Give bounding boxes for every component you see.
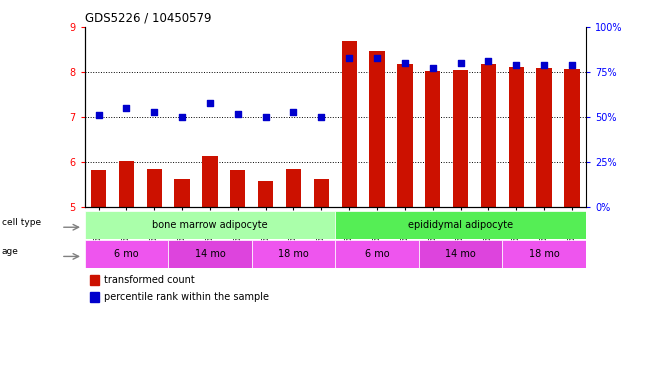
Bar bbox=[564, 69, 579, 207]
Text: 14 mo: 14 mo bbox=[445, 249, 476, 259]
Bar bbox=[85, 240, 168, 268]
Text: bone marrow adipocyte: bone marrow adipocyte bbox=[152, 220, 268, 230]
Bar bbox=[230, 170, 245, 207]
Bar bbox=[335, 240, 419, 268]
Text: 18 mo: 18 mo bbox=[278, 249, 309, 259]
Text: 18 mo: 18 mo bbox=[529, 249, 559, 259]
Point bbox=[428, 65, 438, 71]
Bar bbox=[118, 161, 134, 207]
Point bbox=[177, 114, 187, 120]
Bar bbox=[481, 64, 496, 207]
Point bbox=[121, 105, 132, 111]
Point bbox=[260, 114, 271, 120]
Text: age: age bbox=[2, 247, 19, 256]
Bar bbox=[397, 64, 413, 207]
Point bbox=[344, 55, 354, 61]
Bar bbox=[453, 70, 468, 207]
Text: percentile rank within the sample: percentile rank within the sample bbox=[104, 292, 269, 302]
Text: GDS5226 / 10450579: GDS5226 / 10450579 bbox=[85, 12, 211, 25]
Point bbox=[372, 55, 382, 61]
Bar bbox=[425, 71, 440, 207]
Bar bbox=[202, 156, 217, 207]
Point bbox=[288, 109, 299, 115]
Bar bbox=[258, 181, 273, 207]
Bar bbox=[369, 51, 385, 207]
Bar bbox=[314, 179, 329, 207]
Point bbox=[149, 109, 159, 115]
Text: cell type: cell type bbox=[2, 218, 41, 227]
Point bbox=[483, 58, 493, 64]
Bar bbox=[252, 240, 335, 268]
Text: 14 mo: 14 mo bbox=[195, 249, 225, 259]
Bar bbox=[174, 179, 189, 207]
Point bbox=[456, 60, 466, 66]
Point bbox=[204, 99, 215, 106]
Bar bbox=[85, 211, 335, 239]
Text: epididymal adipocyte: epididymal adipocyte bbox=[408, 220, 513, 230]
Point bbox=[539, 62, 549, 68]
Text: 6 mo: 6 mo bbox=[114, 249, 139, 259]
Bar bbox=[335, 211, 586, 239]
Point bbox=[232, 111, 243, 117]
Bar bbox=[286, 169, 301, 207]
Bar bbox=[342, 41, 357, 207]
Bar bbox=[503, 240, 586, 268]
Point bbox=[567, 62, 577, 68]
Bar bbox=[508, 66, 524, 207]
Text: transformed count: transformed count bbox=[104, 275, 195, 285]
Bar bbox=[536, 68, 552, 207]
Text: 6 mo: 6 mo bbox=[365, 249, 389, 259]
Bar bbox=[168, 240, 252, 268]
Bar bbox=[91, 170, 106, 207]
Bar bbox=[146, 169, 162, 207]
Point bbox=[93, 112, 104, 118]
Point bbox=[511, 62, 521, 68]
Bar bbox=[90, 292, 99, 302]
Point bbox=[316, 114, 327, 120]
Point bbox=[400, 60, 410, 66]
Bar bbox=[90, 275, 99, 285]
Bar bbox=[419, 240, 503, 268]
